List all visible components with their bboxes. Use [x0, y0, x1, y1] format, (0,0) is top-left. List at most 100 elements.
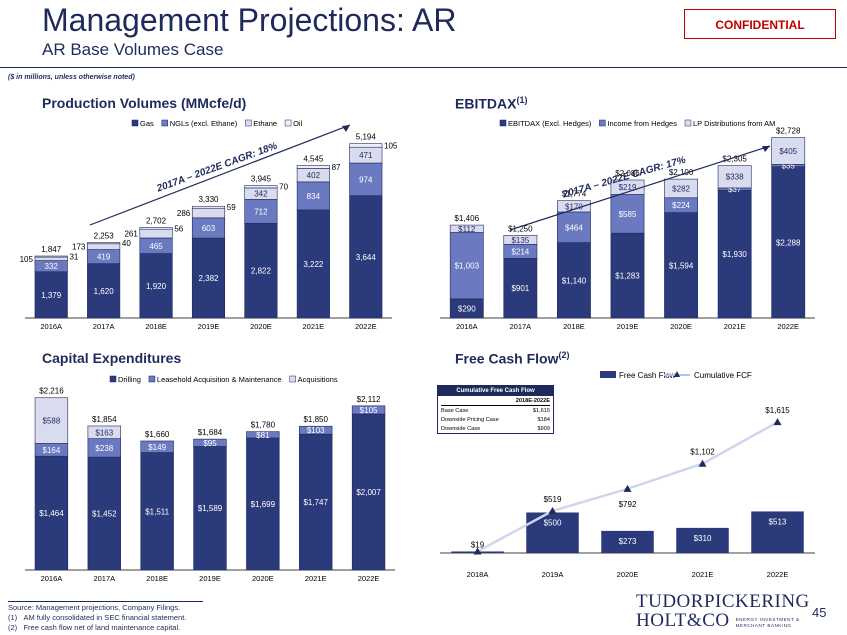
- capex-data-label: $1,452: [92, 510, 117, 519]
- cumulative-fcf-table: Cumulative Free Cash Flow 2018E-2022E Ba…: [437, 385, 554, 434]
- legend-label: Income from Hedges: [607, 119, 677, 128]
- capex-title: Capital Expenditures: [42, 350, 182, 366]
- fcf-cumulative-label: $519: [544, 495, 562, 504]
- capex-data-label: $1,747: [303, 498, 328, 507]
- ebitdax-bar-3: [717, 165, 752, 189]
- fcf-data-label: $310: [694, 534, 712, 543]
- company-logo: TUDORPICKERING HOLT&CO ENERGY INVESTMENT…: [636, 591, 810, 631]
- ebitdax-title: EBITDAX(1): [455, 95, 528, 112]
- header-divider: [0, 67, 847, 68]
- production-tick-label: 2019E: [198, 322, 220, 331]
- fcf-table-value: $1,615: [532, 407, 550, 414]
- ebitdax-cagr-arrow: [509, 145, 771, 231]
- production-bar-4: [87, 242, 121, 245]
- ebitdax-data-label: $1,594: [669, 261, 694, 270]
- ebitdax-bar-2: [557, 211, 591, 243]
- production-total-label: 2,702: [146, 216, 167, 225]
- capex-bar-1: [140, 452, 174, 571]
- ebitdax-data-label: $224: [672, 201, 690, 210]
- ebitdax-data-label: $464: [565, 223, 583, 232]
- production-bar-3: [34, 256, 68, 261]
- capex-data-label: $149: [148, 443, 166, 452]
- production-bar-4: [349, 143, 383, 148]
- fcf-table-value: $184: [537, 416, 550, 423]
- fcf-cumulative-marker: [548, 506, 557, 514]
- source-note: Source: Management projections, Company …: [8, 603, 181, 612]
- production-total-label: 1,847: [41, 245, 62, 254]
- ebitdax-data-label: $219: [619, 183, 637, 192]
- page-title: Management Projections: AR: [42, 2, 457, 38]
- production-bar-1: [191, 237, 226, 319]
- ebitdax-tick-label: 2017A: [510, 322, 532, 331]
- legend-label: Acquisitions: [298, 375, 338, 384]
- legend-marker: [674, 371, 680, 377]
- legend-label: Free Cash Flow: [619, 371, 676, 380]
- production-data-label: 2,382: [198, 274, 219, 283]
- capex-total-label: $2,216: [39, 387, 64, 396]
- production-bar-2: [296, 181, 330, 211]
- capex-bar-2: [299, 425, 333, 435]
- production-total-label: 3,330: [198, 195, 219, 204]
- fcf-cumulative-marker: [773, 418, 782, 426]
- legend-label: EBITDAX (Excl. Hedges): [508, 119, 592, 128]
- ebitdax-tick-label: 2021E: [724, 322, 746, 331]
- production-bar-4: [244, 185, 278, 189]
- production-data-label: 173: [72, 243, 86, 252]
- fcf-cumulative-label: $1,102: [690, 448, 715, 457]
- legend-label: Oil: [293, 119, 303, 128]
- production-data-label: 3,644: [356, 253, 377, 262]
- fcf-cumulative-marker: [623, 484, 632, 492]
- ebitdax-tick-label: 2018E: [563, 322, 585, 331]
- ebitdax-data-label: $1,003: [455, 262, 480, 271]
- capex-tick-label: 2021E: [305, 574, 327, 583]
- ebitdax-data-label: $1,283: [615, 272, 640, 281]
- confidential-badge: CONFIDENTIAL: [684, 9, 836, 39]
- production-data-label: 1,920: [146, 282, 167, 291]
- capex-bar-1: [246, 437, 280, 571]
- production-data-label: 342: [254, 190, 268, 199]
- ebitdax-data-label: $37: [728, 185, 742, 194]
- production-tick-label: 2022E: [355, 322, 377, 331]
- fcf-bar: [751, 511, 804, 553]
- capex-data-label: $105: [360, 406, 378, 415]
- capex-total-label: $1,684: [198, 428, 223, 437]
- production-bar-4: [34, 255, 68, 258]
- production-bar-1: [349, 195, 383, 319]
- production-tick-label: 2018E: [145, 322, 167, 331]
- production-bar-4: [139, 227, 173, 230]
- capex-tick-label: 2018E: [146, 574, 168, 583]
- logo-line-2: HOLT&CO ENERGY INVESTMENT & MERCHANT BANK…: [636, 610, 800, 631]
- production-tick-label: 2017A: [93, 322, 115, 331]
- production-cagr-arrow: [89, 124, 351, 226]
- production-bar-1: [244, 222, 278, 319]
- ebitdax-data-label: $585: [619, 210, 637, 219]
- legend-label: Ethane: [253, 119, 277, 128]
- logo-line-1: TUDORPICKERING: [636, 591, 810, 612]
- ebitdax-tick-label: 2016A: [456, 322, 478, 331]
- ebitdax-data-label: $112: [458, 225, 476, 234]
- ebitdax-bar-3: [664, 178, 698, 199]
- fcf-table-row: Downside Pricing Case $184: [438, 415, 553, 424]
- ebitdax-data-label: $1,140: [562, 276, 587, 285]
- production-data-label: 402: [307, 171, 321, 180]
- capex-total-label: $1,854: [92, 415, 117, 424]
- ebitdax-bar-3: [557, 200, 591, 213]
- capex-tick-label: 2020E: [252, 574, 274, 583]
- fcf-data-label: $19: [471, 540, 485, 549]
- capex-bar-3: [87, 425, 121, 439]
- production-bar-1: [296, 209, 330, 319]
- capex-tick-label: 2016A: [41, 574, 63, 583]
- fcf-bar: [601, 530, 654, 553]
- production-data-label: 712: [254, 207, 268, 216]
- fcf-cumulative-marker: [698, 459, 707, 467]
- legend-swatch: [289, 375, 296, 383]
- ebitdax-data-label: $35: [782, 162, 796, 171]
- ebitdax-total-label: $2,305: [722, 155, 747, 164]
- capex-tick-label: 2022E: [358, 574, 380, 583]
- ebitdax-total-label: $2,728: [776, 127, 801, 136]
- ebitdax-tick-label: 2020E: [670, 322, 692, 331]
- ebitdax-total-label: $1,774: [562, 190, 587, 199]
- production-data-label: 261: [124, 230, 138, 239]
- production-title: Production Volumes (MMcfe/d): [42, 95, 247, 111]
- production-bar-3: [139, 228, 173, 239]
